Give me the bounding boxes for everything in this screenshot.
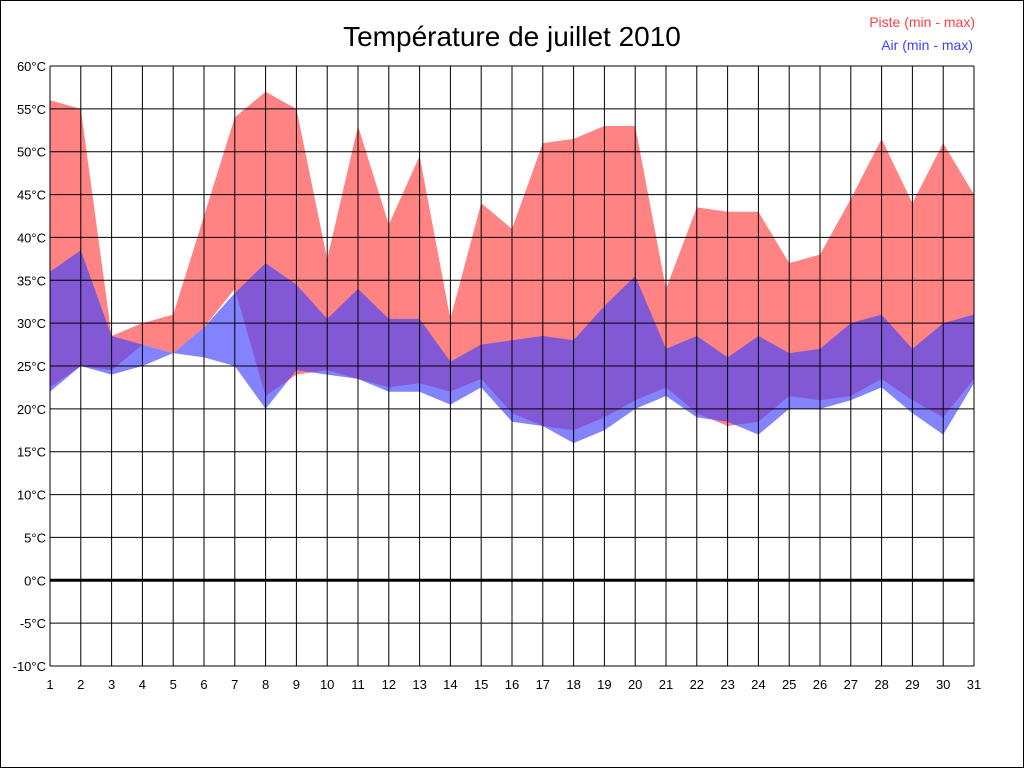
x-tick-label: 18 <box>566 677 580 692</box>
x-tick-label: 5 <box>170 677 177 692</box>
y-tick-label: 45°C <box>17 188 46 203</box>
x-tick-label: 9 <box>293 677 300 692</box>
x-tick-label: 16 <box>505 677 519 692</box>
x-tick-label: 17 <box>536 677 550 692</box>
y-tick-label: -5°C <box>20 616 46 631</box>
chart-title: Température de juillet 2010 <box>343 21 681 52</box>
y-tick-label: 35°C <box>17 273 46 288</box>
x-tick-label: 30 <box>936 677 950 692</box>
y-tick-label: -10°C <box>13 659 46 674</box>
x-tick-label: 11 <box>351 677 365 692</box>
y-tick-label: 15°C <box>17 445 46 460</box>
x-tick-label: 8 <box>262 677 269 692</box>
y-tick-label: 30°C <box>17 316 46 331</box>
x-tick-label: 24 <box>751 677 765 692</box>
x-tick-label: 3 <box>108 677 115 692</box>
x-tick-label: 21 <box>659 677 673 692</box>
x-tick-label: 1 <box>46 677 53 692</box>
x-tick-label: 22 <box>690 677 704 692</box>
y-tick-label: 60°C <box>17 59 46 74</box>
legend-entry-air: Air (min - max) <box>881 37 973 53</box>
y-axis-tick-labels: -10°C -5°C 0°C 5°C 10°C 15°C 20°C 25°C 30°C 35°C 4… <box>13 59 46 674</box>
x-tick-label: 27 <box>844 677 858 692</box>
x-tick-label: 20 <box>628 677 642 692</box>
x-tick-label: 19 <box>597 677 611 692</box>
x-tick-label: 6 <box>200 677 207 692</box>
x-tick-label: 10 <box>320 677 334 692</box>
legend-entry-piste: Piste (min - max) <box>869 14 975 30</box>
y-tick-label: 50°C <box>17 145 46 160</box>
y-tick-label: 5°C <box>24 530 46 545</box>
y-tick-label: 25°C <box>17 359 46 374</box>
x-tick-label: 14 <box>443 677 457 692</box>
x-tick-label: 28 <box>874 677 888 692</box>
x-tick-label: 12 <box>382 677 396 692</box>
x-tick-label: 4 <box>139 677 146 692</box>
x-axis-tick-labels: 1 2 3 4 5 6 7 8 9 10 11 12 13 14 15 16 17 18 19 20 21 22 23 24 2… <box>46 677 981 692</box>
x-tick-label: 29 <box>905 677 919 692</box>
x-tick-label: 13 <box>412 677 426 692</box>
x-tick-label: 15 <box>474 677 488 692</box>
y-tick-label: 10°C <box>17 488 46 503</box>
x-tick-label: 25 <box>782 677 796 692</box>
x-tick-label: 31 <box>967 677 981 692</box>
y-tick-label: 55°C <box>17 102 46 117</box>
x-tick-label: 2 <box>77 677 84 692</box>
x-tick-label: 23 <box>720 677 734 692</box>
x-tick-label: 26 <box>813 677 827 692</box>
x-tick-label: 7 <box>231 677 238 692</box>
y-tick-label: 0°C <box>24 573 46 588</box>
y-tick-label: 40°C <box>17 230 46 245</box>
y-tick-label: 20°C <box>17 402 46 417</box>
grid-lines <box>49 65 975 667</box>
